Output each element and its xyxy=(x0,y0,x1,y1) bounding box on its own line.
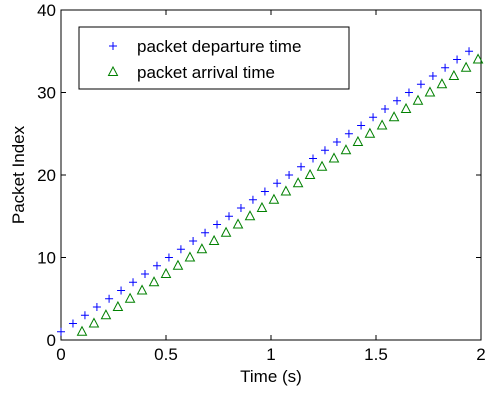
departure-point xyxy=(189,237,198,245)
arrival-point xyxy=(196,243,208,254)
arrival-point xyxy=(460,61,472,72)
arrival-point xyxy=(424,86,436,97)
data-marks xyxy=(57,47,484,336)
departure-point xyxy=(141,270,149,278)
x-tick-label: 2 xyxy=(476,345,485,364)
x-tick-label: 0.5 xyxy=(154,345,178,364)
departure-point xyxy=(105,294,114,303)
arrival-point xyxy=(208,234,220,245)
departure-point xyxy=(260,187,269,196)
y-tick-label: 10 xyxy=(37,249,56,268)
x-tick-label: 1 xyxy=(266,345,275,364)
departure-point xyxy=(285,171,294,179)
departure-point xyxy=(176,245,185,254)
arrival-point xyxy=(244,210,256,221)
departure-point xyxy=(225,212,233,221)
legend-box xyxy=(78,26,350,90)
departure-point xyxy=(320,146,329,155)
y-tick-label: 20 xyxy=(37,166,56,185)
y-tick-label: 40 xyxy=(37,1,56,20)
arrival-point xyxy=(364,127,376,138)
arrival-point xyxy=(376,119,388,130)
departure-point xyxy=(369,113,378,122)
departure-point xyxy=(213,220,222,229)
arrival-point xyxy=(76,325,88,336)
arrival-point xyxy=(136,284,148,295)
departure-point xyxy=(416,80,425,89)
departure-point xyxy=(453,55,462,64)
y-tick-label: 30 xyxy=(37,84,56,103)
departure-point xyxy=(248,195,257,204)
arrival-point xyxy=(268,193,280,204)
departure-point xyxy=(441,63,450,72)
arrival-point xyxy=(232,218,244,229)
departure-point xyxy=(273,179,282,188)
departure-point xyxy=(57,327,65,336)
departure-point xyxy=(381,105,390,113)
arrival-point xyxy=(448,69,460,80)
departure-point xyxy=(92,303,101,311)
arrival-point xyxy=(292,177,304,188)
arrival-point xyxy=(112,300,124,311)
departure-point xyxy=(68,319,77,328)
departure-point xyxy=(152,261,161,270)
arrival-point xyxy=(352,135,364,146)
arrival-point xyxy=(400,102,412,113)
departure-point xyxy=(465,47,474,56)
arrival-point xyxy=(160,267,172,278)
arrival-point xyxy=(107,65,119,76)
arrival-point xyxy=(124,292,136,303)
arrival-point xyxy=(172,259,184,270)
arrival-point xyxy=(148,276,160,287)
departure-point xyxy=(332,138,341,146)
y-axis-label: Packet Index xyxy=(9,125,28,224)
legend: packet departure time packet arrival tim… xyxy=(78,26,350,90)
arrival-point xyxy=(100,309,112,320)
departure-point xyxy=(393,96,401,105)
departure-point xyxy=(309,154,317,163)
arrival-point xyxy=(340,144,352,155)
legend-triangle-marker xyxy=(107,65,119,76)
legend-label-departure: packet departure time xyxy=(137,37,301,56)
legend-label-arrival: packet arrival time xyxy=(137,63,275,82)
legend-plus-marker xyxy=(109,42,117,50)
arrival-point xyxy=(304,168,316,179)
arrival-point xyxy=(256,201,268,212)
y-tick-label: 0 xyxy=(47,331,56,350)
arrival-point xyxy=(280,185,292,196)
departure-point xyxy=(236,204,245,212)
departure-point xyxy=(428,72,437,80)
x-tick-label: 1.5 xyxy=(364,345,388,364)
departure-point xyxy=(164,253,173,262)
arrival-point xyxy=(316,160,328,171)
arrival-point xyxy=(88,317,100,328)
departure-point xyxy=(201,228,210,237)
departure-point xyxy=(109,42,117,50)
x-axis-label: Time (s) xyxy=(240,367,302,386)
departure-point xyxy=(117,286,126,295)
departure-point xyxy=(344,129,353,138)
arrival-point xyxy=(184,251,196,262)
arrival-point xyxy=(412,94,424,105)
arrival-point xyxy=(472,53,484,64)
departure-point xyxy=(297,162,306,171)
departure-point xyxy=(357,121,366,130)
departure-point xyxy=(404,88,413,97)
departure-point xyxy=(80,311,89,320)
x-tick-label: 0 xyxy=(56,345,65,364)
arrival-point xyxy=(328,152,340,163)
arrival-point xyxy=(388,111,400,122)
arrival-point xyxy=(220,226,232,237)
arrival-point xyxy=(436,78,448,89)
departure-point xyxy=(129,278,138,287)
